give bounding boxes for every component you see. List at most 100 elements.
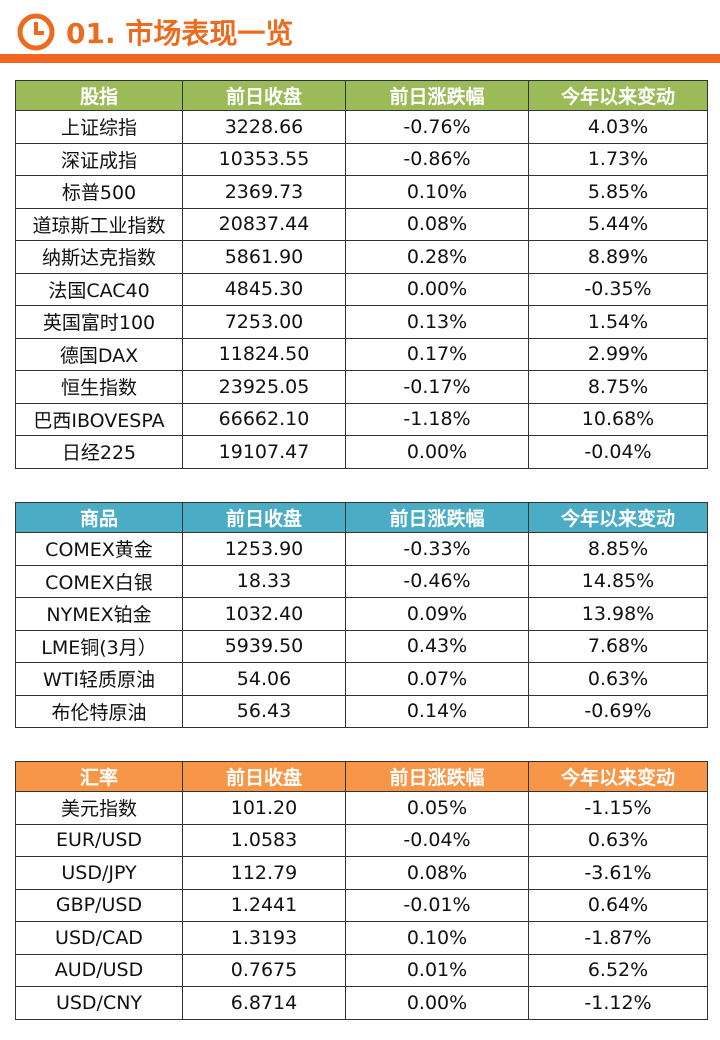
header-cell: 今年以来变动 <box>528 80 708 111</box>
header-cell: 今年以来变动 <box>528 502 708 533</box>
table-row: GBP/USD 1.2441 -0.01% 0.64% <box>15 888 708 922</box>
table-row: 德国DAX 11824.50 0.17% 2.99% <box>15 337 708 371</box>
table-cell: 20837.44 <box>182 207 346 241</box>
table-row: 道琼斯工业指数 20837.44 0.08% 5.44% <box>15 207 708 241</box>
header-cell: 商品 <box>15 502 183 533</box>
table-cell: -0.86% <box>345 142 529 176</box>
table-cell: 23925.05 <box>182 370 346 404</box>
table-cell: 上证综指 <box>15 110 183 144</box>
table-cell: 8.85% <box>528 532 708 566</box>
title-underline <box>0 54 720 63</box>
header-cell: 前日收盘 <box>182 80 346 111</box>
table-cell: 0.00% <box>345 272 529 306</box>
table-cell: 纳斯达克指数 <box>15 240 183 274</box>
table-cell: 巴西IBOVESPA <box>15 402 183 436</box>
table-cell: COMEX黄金 <box>15 532 183 566</box>
table-cell: 0.14% <box>345 694 529 728</box>
table-row: COMEX白银 18.33 -0.46% 14.85% <box>15 564 708 598</box>
table-row: 巴西IBOVESPA 66662.10 -1.18% 10.68% <box>15 402 708 436</box>
table-cell: 2.99% <box>528 337 708 371</box>
table-cell: LME铜(3月） <box>15 629 183 663</box>
table-cell: 13.98% <box>528 597 708 631</box>
table-cell: 7253.00 <box>182 305 346 339</box>
table-cell: 1032.40 <box>182 597 346 631</box>
table-row: 深证成指 10353.55 -0.86% 1.73% <box>15 142 708 176</box>
header-row: 汇率 前日收盘 前日涨跌幅 今年以来变动 <box>15 761 708 792</box>
table-cell: 6.52% <box>528 953 708 987</box>
table-row: 布伦特原油 56.43 0.14% -0.69% <box>15 694 708 728</box>
table-row: 法国CAC40 4845.30 0.00% -0.35% <box>15 272 708 306</box>
table-row: 恒生指数 23925.05 -0.17% 8.75% <box>15 370 708 404</box>
table-cell: 19107.47 <box>182 435 346 469</box>
clock-icon <box>17 13 55 51</box>
header-cell: 今年以来变动 <box>528 761 708 792</box>
table-cell: 5.85% <box>528 175 708 209</box>
table-cell: 0.08% <box>345 856 529 890</box>
table-cell: -0.04% <box>345 823 529 857</box>
table-cell: USD/JPY <box>15 856 183 890</box>
table-cell: 法国CAC40 <box>15 272 183 306</box>
table-cell: 0.01% <box>345 953 529 987</box>
table-cell: 1.73% <box>528 142 708 176</box>
header-cell: 前日涨跌幅 <box>345 761 529 792</box>
table-cell: 0.63% <box>528 662 708 696</box>
table-cell: USD/CNY <box>15 986 183 1020</box>
table-cell: 0.00% <box>345 986 529 1020</box>
header-cell: 前日收盘 <box>182 502 346 533</box>
table-cell: 0.17% <box>345 337 529 371</box>
table-cell: 0.00% <box>345 435 529 469</box>
table-cell: 1.3193 <box>182 921 346 955</box>
table-cell: 0.64% <box>528 888 708 922</box>
table-cell: -0.01% <box>345 888 529 922</box>
page-title: 01. 市场表现一览 <box>66 17 294 50</box>
table-cell: 日经225 <box>15 435 183 469</box>
table-cell: 道琼斯工业指数 <box>15 207 183 241</box>
header-cell: 前日收盘 <box>182 761 346 792</box>
table-cell: 18.33 <box>182 564 346 598</box>
table-row: WTI轻质原油 54.06 0.07% 0.63% <box>15 662 708 696</box>
table-row: 标普500 2369.73 0.10% 5.85% <box>15 175 708 209</box>
table-cell: -1.12% <box>528 986 708 1020</box>
table-cell: -1.87% <box>528 921 708 955</box>
table-row: 英国富时100 7253.00 0.13% 1.54% <box>15 305 708 339</box>
data-table: 股指 前日收盘 前日涨跌幅 今年以来变动 上证综指 3228.66 -0.76% 4.03% 深… <box>15 80 708 469</box>
table-cell: 0.10% <box>345 921 529 955</box>
table-cell: 1.2441 <box>182 888 346 922</box>
table-cell: 4845.30 <box>182 272 346 306</box>
table-cell: 0.09% <box>345 597 529 631</box>
table-cell: 10.68% <box>528 402 708 436</box>
table-cell: -0.46% <box>345 564 529 598</box>
table-row: 日经225 19107.47 0.00% -0.04% <box>15 435 708 469</box>
table-cell: -0.04% <box>528 435 708 469</box>
table-cell: 德国DAX <box>15 337 183 371</box>
table-cell: 10353.55 <box>182 142 346 176</box>
table-row: COMEX黄金 1253.90 -0.33% 8.85% <box>15 532 708 566</box>
table-cell: 深证成指 <box>15 142 183 176</box>
table-cell: 3228.66 <box>182 110 346 144</box>
table-cell: 5.44% <box>528 207 708 241</box>
table-cell: 1253.90 <box>182 532 346 566</box>
table-cell: 恒生指数 <box>15 370 183 404</box>
table-cell: 0.63% <box>528 823 708 857</box>
table-cell: AUD/USD <box>15 953 183 987</box>
table-cell: -0.69% <box>528 694 708 728</box>
table-cell: 美元指数 <box>15 791 183 825</box>
table-cell: 布伦特原油 <box>15 694 183 728</box>
table-cell: 英国富时100 <box>15 305 183 339</box>
table-cell: -0.35% <box>528 272 708 306</box>
table-row: LME铜(3月） 5939.50 0.43% 7.68% <box>15 629 708 663</box>
data-table: 商品 前日收盘 前日涨跌幅 今年以来变动 COMEX黄金 1253.90 -0.33% 8.8… <box>15 502 708 728</box>
table-cell: -1.18% <box>345 402 529 436</box>
table-row: EUR/USD 1.0583 -0.04% 0.63% <box>15 823 708 857</box>
table-cell: GBP/USD <box>15 888 183 922</box>
table-row: USD/JPY 112.79 0.08% -3.61% <box>15 856 708 890</box>
table-cell: 0.28% <box>345 240 529 274</box>
table-row: 纳斯达克指数 5861.90 0.28% 8.89% <box>15 240 708 274</box>
table-cell: 0.43% <box>345 629 529 663</box>
table-cell: -0.76% <box>345 110 529 144</box>
table-cell: 0.05% <box>345 791 529 825</box>
table-cell: NYMEX铂金 <box>15 597 183 631</box>
table-cell: 11824.50 <box>182 337 346 371</box>
header-cell: 前日涨跌幅 <box>345 502 529 533</box>
